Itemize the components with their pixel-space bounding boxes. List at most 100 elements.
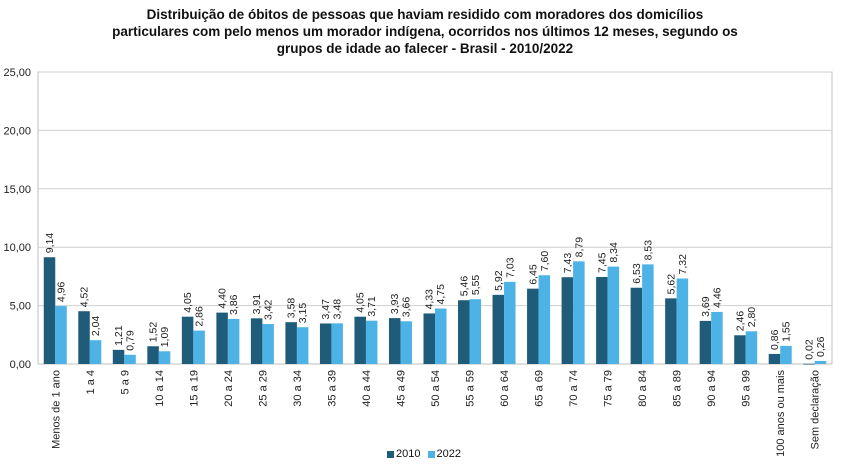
bar-2022 [745, 331, 758, 364]
x-tick-label: 100 anos ou mais [775, 370, 787, 457]
data-label-2010: 3,47 [320, 299, 332, 320]
bar-2010 [458, 300, 470, 364]
bar-2010 [665, 298, 677, 364]
data-label-2010: 4,05 [182, 292, 194, 313]
x-tick-label: 70 a 74 [568, 370, 580, 407]
data-label-2010: 3,93 [389, 294, 401, 315]
bar-2010 [216, 312, 228, 364]
data-label-2022: 8,53 [642, 240, 654, 261]
data-label-2010: 4,40 [217, 288, 229, 309]
x-tick-label: Menos de 1 ano [50, 370, 62, 449]
bar-2022 [158, 351, 171, 364]
x-tick-label: 95 a 99 [741, 370, 753, 407]
y-tick-label: 25,00 [3, 67, 31, 79]
data-label-2022: 3,71 [366, 296, 378, 317]
data-label-2022: 2,80 [746, 307, 758, 328]
data-label-2022: 3,48 [332, 299, 344, 320]
x-tick-label: 45 a 49 [395, 370, 407, 407]
data-label-2022: 3,66 [401, 297, 413, 318]
bar-2010 [699, 320, 712, 364]
data-label-2022: 4,75 [435, 284, 447, 305]
bar-2010 [354, 316, 366, 364]
data-label-2022: 5,55 [470, 275, 482, 296]
y-tick-label: 0,00 [10, 359, 31, 371]
bar-2010 [423, 313, 435, 364]
x-tick-label: 50 a 54 [430, 370, 442, 407]
bar-2022 [504, 281, 516, 364]
bar-2010 [388, 318, 401, 364]
bar-2022 [262, 324, 274, 364]
y-tick-label: 10,00 [3, 242, 31, 254]
data-label-2022: 2,04 [90, 316, 102, 337]
data-label-2022: 8,79 [573, 237, 585, 258]
x-tick-label: 40 a 44 [361, 370, 373, 407]
data-label-2022: 0,79 [125, 330, 137, 351]
data-label-2022: 1,09 [159, 327, 171, 348]
data-label-2010: 5,62 [665, 274, 677, 295]
legend-swatch-2022 [427, 450, 435, 458]
data-label-2022: 4,96 [56, 281, 68, 302]
data-label-2010: 5,92 [493, 270, 505, 291]
bar-2022 [676, 278, 689, 364]
x-tick-label: 75 a 79 [603, 370, 615, 407]
bar-2010 [492, 294, 505, 364]
bar-2010 [147, 346, 159, 364]
bar-2022 [814, 360, 827, 364]
bar-2022 [780, 345, 792, 364]
data-label-2010: 3,91 [251, 294, 263, 315]
bar-2022 [124, 354, 136, 364]
x-tick-label: 90 a 94 [706, 370, 718, 407]
legend: 2010 2022 [0, 448, 848, 461]
x-tick-label: 20 a 24 [223, 370, 235, 407]
bar-2010 [43, 257, 56, 364]
legend-label-2010: 2010 [395, 448, 421, 460]
data-label-2010: 5,46 [458, 276, 470, 297]
data-label-2022: 2,86 [194, 306, 206, 327]
data-label-2010: 6,53 [631, 263, 643, 284]
x-tick-label: Sem declaração [810, 370, 822, 450]
bar-2010 [630, 287, 643, 364]
bar-2022 [227, 318, 240, 364]
bar-2022 [89, 340, 102, 364]
data-label-2022: 3,86 [228, 294, 240, 315]
data-label-2010: 6,45 [527, 264, 539, 285]
data-label-2010: 2,46 [734, 311, 746, 332]
bar-2010 [596, 276, 608, 364]
data-label-2022: 7,32 [677, 254, 689, 275]
data-label-2010: 0,02 [803, 339, 815, 360]
x-tick-label: 65 a 69 [534, 370, 546, 407]
y-tick-label: 15,00 [3, 184, 31, 196]
bar-2022 [607, 266, 620, 364]
data-label-2010: 0,86 [769, 329, 781, 350]
bar-2010 [734, 335, 746, 364]
legend-label-2022: 2022 [436, 448, 462, 460]
data-label-2022: 3,15 [297, 303, 309, 324]
data-label-2022: 1,55 [780, 321, 792, 342]
bar-2010 [78, 311, 90, 364]
bar-2022 [538, 275, 551, 364]
bar-2022 [55, 306, 67, 364]
x-tick-label: 80 a 84 [637, 370, 649, 407]
bar-2010 [527, 288, 539, 364]
data-label-2022: 7,60 [539, 251, 551, 272]
data-label-2010: 1,52 [148, 322, 160, 343]
x-tick-label: 15 a 19 [188, 370, 200, 407]
bar-2022 [642, 264, 654, 364]
bar-2010 [285, 322, 297, 364]
data-label-2022: 4,46 [711, 287, 723, 308]
data-label-2010: 4,52 [79, 287, 91, 308]
y-tick-label: 5,00 [10, 301, 31, 313]
bar-2022 [365, 320, 378, 364]
bar-2010 [250, 318, 263, 364]
x-tick-label: 85 a 89 [672, 370, 684, 407]
data-label-2010: 7,45 [596, 252, 608, 273]
data-label-2010: 1,21 [113, 325, 125, 346]
bar-2022 [573, 261, 585, 364]
legend-item-2010: 2010 [386, 448, 421, 460]
data-label-2010: 3,69 [700, 296, 712, 317]
bar-2010 [803, 363, 815, 365]
bar-2010 [112, 349, 125, 364]
x-tick-label: 5 a 9 [119, 370, 131, 394]
legend-swatch-2010 [386, 450, 394, 458]
